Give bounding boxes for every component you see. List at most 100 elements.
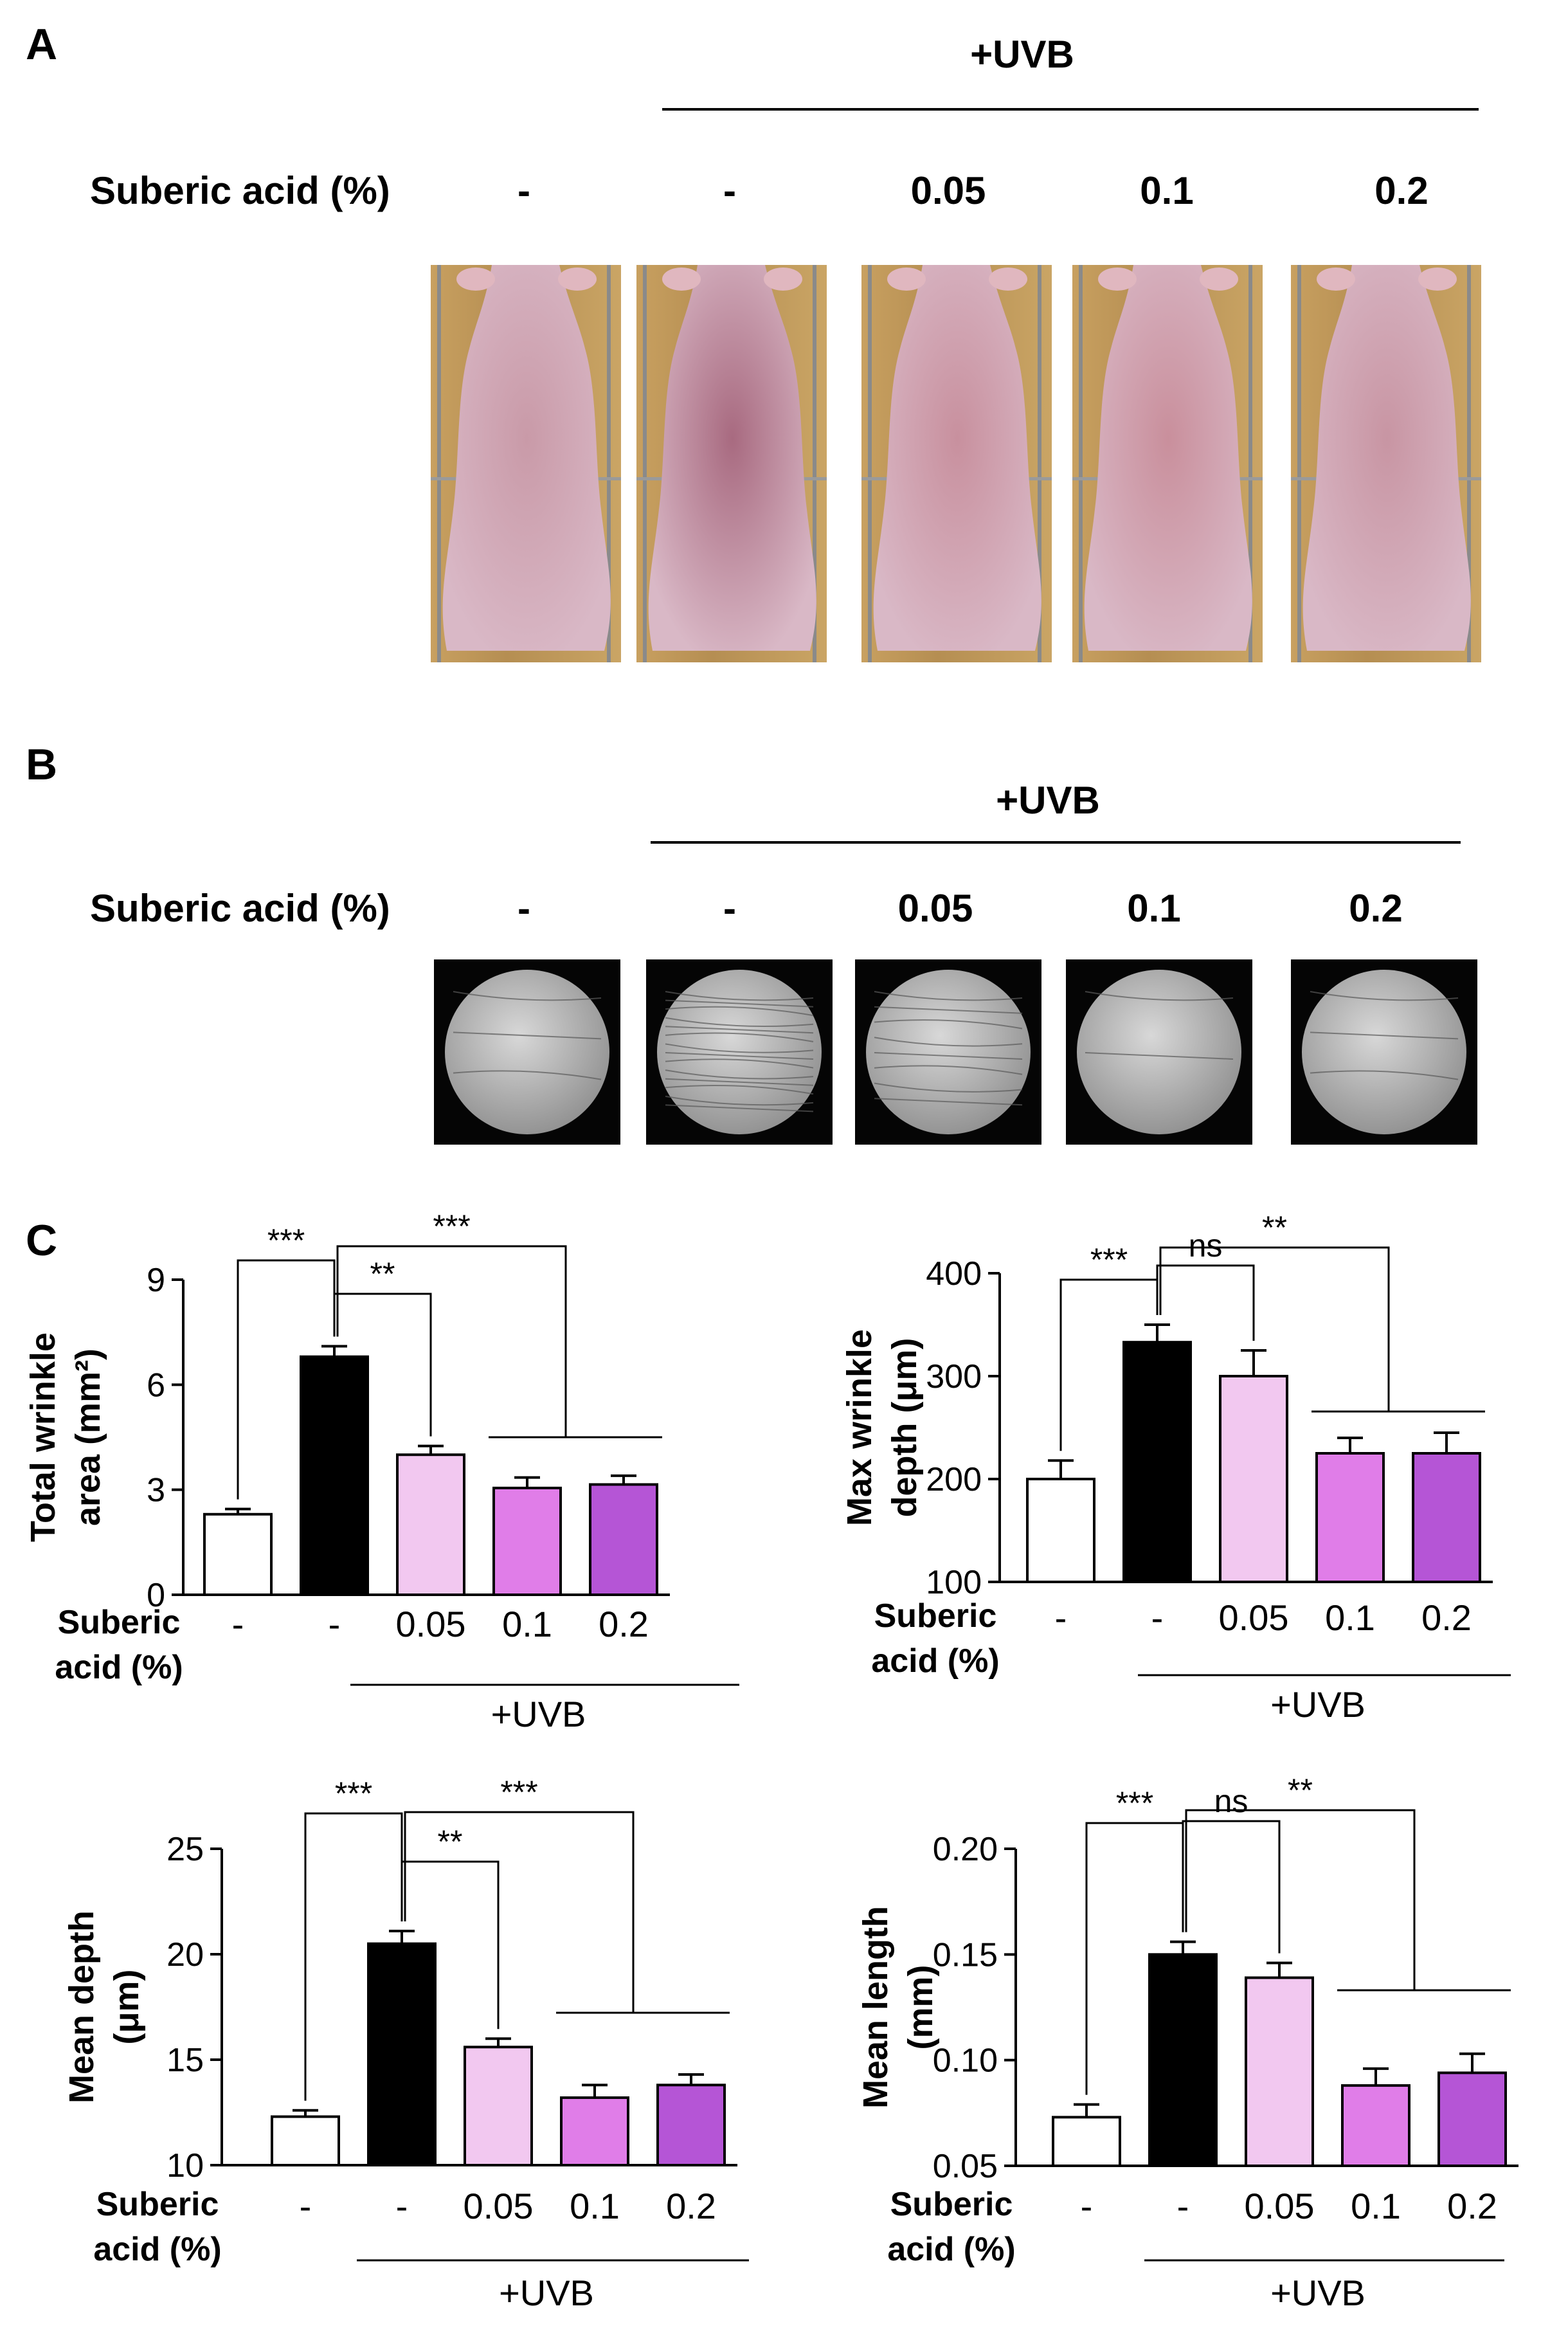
replica-disc — [1302, 970, 1466, 1134]
replica-photo-art — [866, 970, 1031, 1134]
mouse-ear — [764, 268, 802, 291]
x-tick-label: 0.2 — [599, 1604, 649, 1644]
x-row-label-line1: Suberic — [58, 1604, 181, 1641]
significance-bracket — [1182, 1820, 1281, 1954]
replica-wrinkle — [665, 1017, 814, 1028]
panel-a-uvb-label: +UVB — [970, 33, 1074, 76]
y-axis-label-line1: Total wrinkle — [24, 1332, 62, 1542]
bar-0 — [271, 2115, 340, 2166]
y-axis-label-line1: Mean length — [856, 1906, 895, 2109]
significance-label: *** — [500, 1775, 537, 1810]
replica-wrinkle — [665, 1084, 814, 1095]
mouse-ear — [456, 268, 495, 291]
panel-b-col-1: - — [518, 887, 530, 930]
y-tick-label: 0.05 — [933, 2148, 998, 2185]
panel-a-col-5: 0.2 — [1374, 169, 1428, 212]
mouse-photo-sa-02 — [1291, 265, 1481, 662]
bar-4 — [589, 1483, 658, 1596]
x-tick-label: 0.2 — [1421, 1597, 1472, 1638]
significance-label: ** — [438, 1824, 463, 1860]
mouse-body — [873, 265, 1041, 651]
replica-disc — [866, 970, 1031, 1134]
mouse-ear — [989, 268, 1027, 291]
y-tick-label: 0.15 — [933, 1936, 998, 1974]
bar-2 — [396, 1453, 465, 1596]
replica-wrinkle — [453, 991, 602, 1001]
bar-3 — [492, 1486, 562, 1597]
bar-1 — [367, 1942, 437, 2166]
replica-wrinkle — [874, 1082, 1023, 1093]
y-tick-label: 10 — [167, 2147, 204, 2184]
replica-wrinkle — [874, 1052, 1023, 1060]
mouse-ear — [558, 268, 597, 291]
replica-wrinkle — [874, 1019, 1023, 1030]
x-tick-label: 0.2 — [1447, 2186, 1497, 2226]
mouse-body — [442, 265, 611, 651]
bar-2 — [1245, 1976, 1314, 2167]
x-tick-label: - — [1151, 1597, 1164, 1638]
significance-label: ns — [1189, 1228, 1223, 1264]
y-tick-label: 400 — [926, 1255, 982, 1293]
panel-c-letter: C — [26, 1216, 58, 1265]
treatment-label: +UVB — [1270, 1684, 1365, 1725]
mouse-ear — [1317, 268, 1355, 291]
replica-wrinkle — [665, 991, 814, 1001]
significance-label: *** — [1090, 1242, 1128, 1278]
replica-photo-art — [445, 970, 609, 1134]
panel-a-col-2: - — [723, 169, 736, 212]
replica-wrinkle — [1085, 991, 1234, 1001]
mouse-photo-sa-01 — [1072, 265, 1263, 662]
panel-a-uvb-line — [662, 108, 1479, 111]
replica-photo-art — [1077, 970, 1241, 1134]
replica-photo-sa-01 — [1066, 959, 1252, 1145]
replica-disc — [1077, 970, 1241, 1134]
mouse-ear — [887, 268, 926, 291]
chart-total-wrinkle-area: 0 3 6 9 Total wrinkle area (mm²) - - 0.05 0.1 0.2 S… — [24, 1209, 739, 1734]
y-tick-label: 20 — [167, 1936, 204, 1974]
significance-bracket — [1185, 1809, 1416, 1990]
replica-wrinkle — [665, 1104, 814, 1112]
x-row-label-line1: Suberic — [96, 2186, 219, 2223]
mouse-photo-control — [431, 265, 621, 662]
x-tick-label: 0.05 — [464, 2186, 534, 2226]
significance-bracket — [401, 1860, 500, 2029]
mouse-photo-sa-005 — [861, 265, 1052, 662]
x-row-label-line2: acid (%) — [55, 1649, 183, 1686]
significance-label: *** — [433, 1209, 470, 1244]
x-tick-label: 0.1 — [1325, 1597, 1375, 1638]
treatment-label: +UVB — [499, 2273, 594, 2313]
significance-bracket — [1156, 1264, 1255, 1341]
y-axis-label-line1: Max wrinkle — [840, 1329, 879, 1526]
significance-label: ns — [1214, 1783, 1248, 1819]
bar-4 — [1412, 1452, 1481, 1583]
y-tick-label: 300 — [926, 1358, 982, 1395]
x-tick-label: - — [329, 1604, 341, 1644]
significance-label: *** — [335, 1775, 372, 1811]
x-row-label-line2: acid (%) — [93, 2231, 221, 2268]
bar-3 — [1341, 2084, 1410, 2167]
significance-bracket — [336, 1245, 567, 1437]
x-row-label-line1: Suberic — [890, 2186, 1013, 2223]
replica-wrinkle — [874, 1037, 1023, 1047]
x-tick-label: - — [396, 2186, 408, 2226]
replica-wrinkle — [874, 1065, 1023, 1075]
y-tick-label: 25 — [167, 1831, 204, 1868]
panel-b-row-label: Suberic acid (%) — [90, 887, 390, 930]
replica-wrinkle — [665, 1026, 814, 1034]
x-tick-label: 0.1 — [502, 1604, 552, 1644]
replica-wrinkle — [1310, 1031, 1459, 1040]
replica-wrinkle — [453, 1031, 602, 1040]
y-tick-label: 200 — [926, 1461, 982, 1498]
replica-photo-art — [1302, 970, 1466, 1134]
y-tick-label: 0.20 — [933, 1831, 998, 1868]
bar-3 — [1315, 1452, 1385, 1583]
replica-photo-sa-02 — [1291, 959, 1477, 1145]
mouse-photo-art — [1291, 265, 1481, 662]
x-tick-label: 0.05 — [396, 1604, 466, 1644]
bar-1 — [1122, 1341, 1192, 1583]
bar-1 — [1148, 1953, 1218, 2167]
x-tick-label: 0.05 — [1245, 2186, 1315, 2226]
significance-label: *** — [267, 1222, 305, 1258]
replica-wrinkle — [665, 1006, 814, 1017]
